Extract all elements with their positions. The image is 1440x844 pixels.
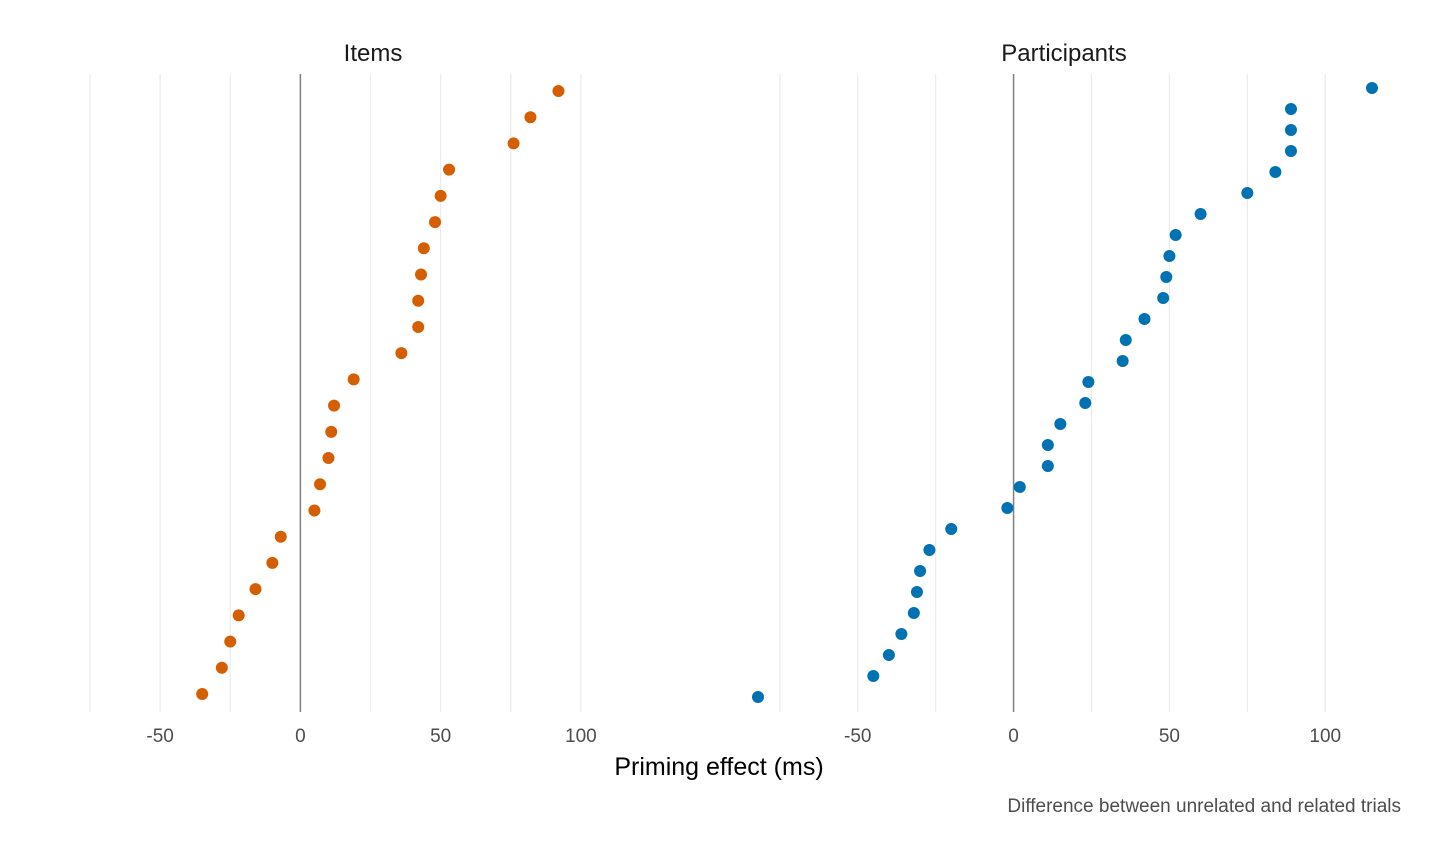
participants-data-point <box>1041 460 1054 472</box>
participants-data-point <box>1157 292 1170 304</box>
items-data-point <box>417 242 430 255</box>
participants-data-point <box>1013 481 1026 493</box>
participants-data-point <box>1163 250 1176 262</box>
participants-data-point <box>895 628 908 640</box>
participants-data-point <box>867 670 880 682</box>
participants-x-tick-label: 100 <box>1309 726 1341 747</box>
participants-data-point <box>1284 103 1297 115</box>
items-data-point <box>434 189 447 202</box>
participants-x-tick-label: 0 <box>1008 726 1019 747</box>
items-data-point <box>415 268 428 281</box>
items-data-point <box>322 452 335 465</box>
items-gridlines <box>89 74 582 712</box>
items-data-point <box>395 347 408 360</box>
items-data-point <box>328 399 341 412</box>
items-data-point <box>507 137 520 150</box>
items-data-point <box>196 688 209 700</box>
items-data-point <box>412 294 425 307</box>
panel-participants: -50 0 50 100 Participants <box>752 40 1378 747</box>
participants-data-point <box>1284 145 1297 157</box>
participants-data-point <box>1041 439 1054 451</box>
caption: Difference between unrelated and related… <box>1007 796 1401 817</box>
items-data-point <box>524 111 537 124</box>
items-tick-labels: -50 0 50 100 <box>146 726 596 747</box>
items-data-point <box>249 583 262 596</box>
participants-data-point <box>1241 187 1254 199</box>
participants-data-point <box>1054 418 1067 430</box>
participants-data-point <box>1160 271 1173 283</box>
participants-points <box>752 82 1378 703</box>
participants-tick-labels: -50 0 50 100 <box>844 726 1341 747</box>
items-facet-title: Items <box>344 40 403 67</box>
items-data-point <box>232 609 245 622</box>
items-data-point <box>224 635 237 648</box>
participants-data-point <box>1366 82 1378 94</box>
participants-x-tick-label: 50 <box>1159 726 1180 747</box>
items-points <box>196 85 565 700</box>
participants-data-point <box>945 523 958 535</box>
participants-gridlines <box>779 74 1326 712</box>
participants-data-point <box>1194 208 1207 220</box>
items-x-tick-label: 0 <box>295 726 306 747</box>
participants-data-point <box>1082 376 1095 388</box>
items-data-point <box>266 556 279 569</box>
participants-data-point <box>923 544 936 556</box>
panel-items: -50 0 50 100 Items <box>89 40 597 747</box>
items-x-tick-label: 50 <box>430 726 451 747</box>
participants-data-point <box>907 607 920 619</box>
participants-data-point <box>1169 229 1182 241</box>
items-x-tick-label: -50 <box>146 726 173 747</box>
participants-data-point <box>1001 502 1014 514</box>
items-data-point <box>347 373 360 386</box>
participants-data-point <box>1138 313 1151 325</box>
participants-data-point <box>882 649 895 661</box>
participants-data-point <box>910 586 923 598</box>
items-data-point <box>308 504 321 517</box>
items-data-point <box>215 661 228 674</box>
participants-data-point <box>1284 124 1297 136</box>
items-data-point <box>443 163 456 176</box>
items-data-point <box>429 216 442 229</box>
participants-x-tick-label: -50 <box>844 726 871 747</box>
items-data-point <box>552 85 565 97</box>
participants-data-point <box>1119 334 1132 346</box>
participants-data-point <box>1079 397 1092 409</box>
items-data-point <box>325 425 338 438</box>
items-data-point <box>412 320 425 333</box>
items-data-point <box>314 478 327 491</box>
items-data-point <box>274 530 287 543</box>
x-axis-title: Priming effect (ms) <box>614 753 823 781</box>
participants-data-point <box>914 565 927 577</box>
participants-data-point <box>1269 166 1282 178</box>
participants-facet-title: Participants <box>1001 40 1126 67</box>
participants-data-point <box>752 691 764 703</box>
participants-data-point <box>1116 355 1129 367</box>
items-x-tick-label: 100 <box>565 726 597 747</box>
